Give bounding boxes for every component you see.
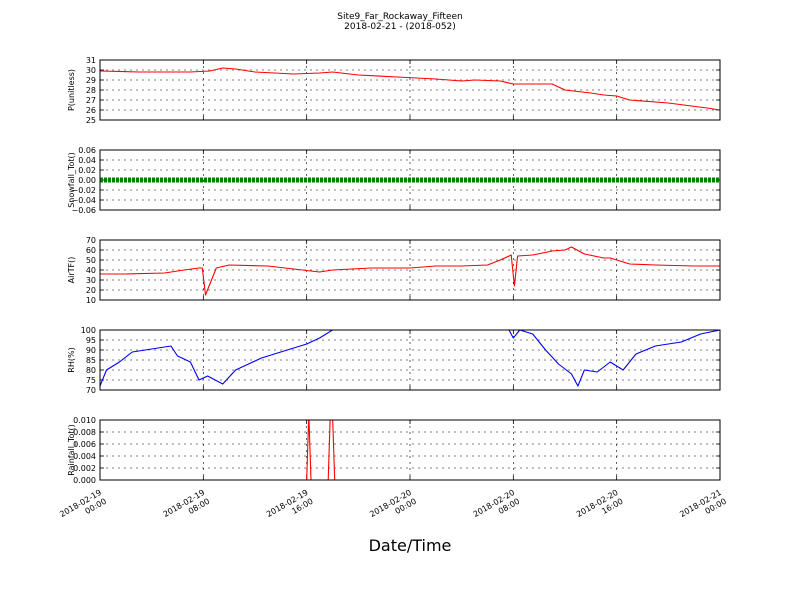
y-tick-label: 30 bbox=[86, 276, 96, 285]
y-tick-label: 0.00 bbox=[78, 176, 96, 185]
y-tick-label: 85 bbox=[86, 356, 96, 365]
y-axis-title: Snowfall_Tot() bbox=[67, 152, 76, 208]
y-tick-label: 60 bbox=[86, 246, 96, 255]
y-tick-label: 80 bbox=[86, 366, 96, 375]
y-tick-label: 29 bbox=[86, 76, 96, 85]
y-axis-title: AirTF() bbox=[67, 257, 76, 284]
y-tick-label: 70 bbox=[86, 386, 96, 395]
y-tick-label: −0.04 bbox=[71, 196, 96, 205]
y-tick-label: 10 bbox=[86, 296, 96, 305]
y-tick-label: 95 bbox=[86, 336, 96, 345]
x-tick-label: 2018-02-1916:00 bbox=[265, 488, 315, 528]
y-tick-label: 40 bbox=[86, 266, 96, 275]
figure-title: Site9_Far_Rockaway_Fifteen bbox=[337, 12, 463, 22]
axes-frame bbox=[99, 329, 721, 391]
panels: 25262728293031P(unitless)−0.06−0.04−0.02… bbox=[58, 56, 728, 528]
y-tick-label: 0.010 bbox=[73, 416, 96, 425]
axes-frame bbox=[99, 239, 721, 301]
y-axis-title: RH(%) bbox=[67, 347, 76, 372]
y-tick-label: 0.04 bbox=[78, 156, 96, 165]
axes-frame bbox=[99, 419, 721, 481]
y-tick-label: 70 bbox=[86, 236, 96, 245]
y-tick-label: −0.06 bbox=[71, 206, 96, 215]
chart-panel: 0.000 0.002 0.004 0.006 0.008 0.010Rainfall_T… bbox=[67, 416, 721, 485]
y-tick-label: 0.000 bbox=[73, 476, 96, 485]
y-tick-label: 20 bbox=[86, 286, 96, 295]
y-tick-label: 50 bbox=[86, 256, 96, 265]
y-tick-label: 0.006 bbox=[73, 440, 96, 449]
x-tick-label: 2018-02-2008:00 bbox=[472, 488, 522, 528]
y-tick-label: 26 bbox=[86, 106, 96, 115]
x-tick-label: 2018-02-2016:00 bbox=[575, 488, 625, 528]
y-tick-label: 0.008 bbox=[73, 428, 96, 437]
y-tick-label: 75 bbox=[86, 376, 96, 385]
y-tick-label: 28 bbox=[86, 86, 96, 95]
y-axis-title: P(unitless) bbox=[67, 69, 76, 111]
y-tick-label: 30 bbox=[86, 66, 96, 75]
x-tick-label: 2018-02-2000:00 bbox=[368, 488, 418, 528]
series-line bbox=[100, 330, 359, 387]
y-tick-label: 100 bbox=[81, 326, 96, 335]
y-tick-label: 0.02 bbox=[78, 166, 96, 175]
axes-frame bbox=[99, 149, 721, 211]
axes-frame bbox=[99, 59, 721, 121]
series-line bbox=[508, 330, 720, 387]
series-line bbox=[100, 420, 720, 480]
chart-panel: −0.06−0.04−0.020.000.020.040.06Snowfall_… bbox=[67, 146, 721, 215]
series-line bbox=[100, 67, 720, 111]
y-tick-label: −0.02 bbox=[71, 186, 96, 195]
y-tick-label: 27 bbox=[86, 96, 96, 105]
y-tick-label: 31 bbox=[86, 56, 96, 65]
x-tick-label: 2018-02-2100:00 bbox=[678, 488, 728, 528]
x-axis-title: Date/Time bbox=[369, 536, 452, 555]
x-tick-label: 2018-02-1900:00 bbox=[58, 488, 108, 528]
y-tick-label: 0.002 bbox=[73, 464, 96, 473]
y-tick-label: 0.004 bbox=[73, 452, 96, 461]
x-tick-label: 2018-02-1908:00 bbox=[162, 488, 212, 528]
y-tick-label: 90 bbox=[86, 346, 96, 355]
figure-subtitle: 2018-02-21 - (2018-052) bbox=[344, 22, 456, 32]
y-tick-label: 25 bbox=[86, 116, 96, 125]
y-axis-title: Rainfall_Tot() bbox=[67, 424, 76, 476]
series-line bbox=[100, 246, 720, 296]
y-tick-label: 0.06 bbox=[78, 146, 96, 155]
